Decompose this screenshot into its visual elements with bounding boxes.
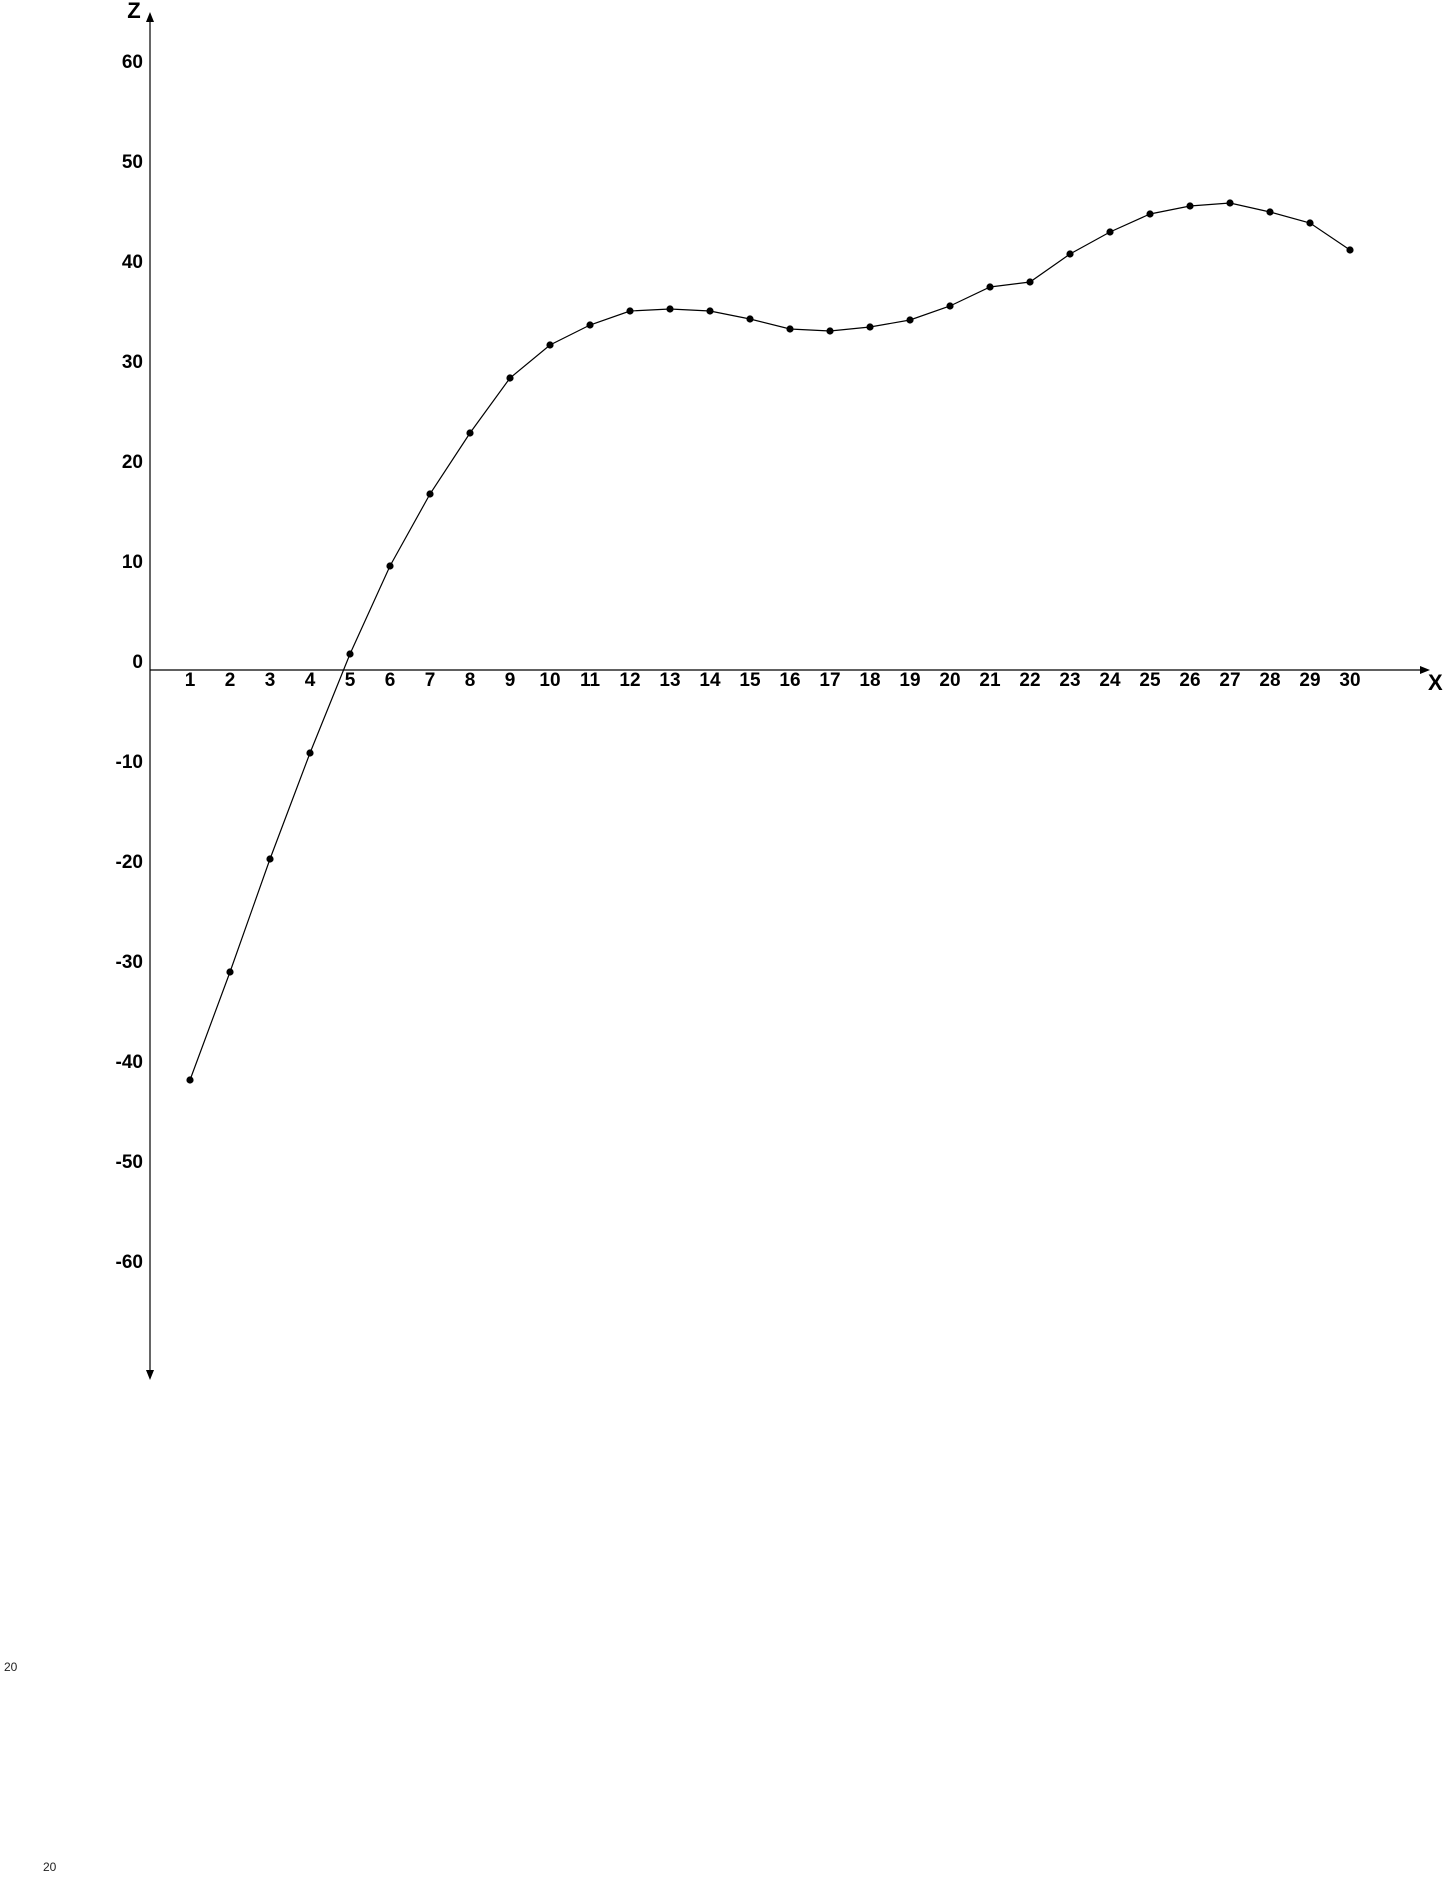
- data-point: [826, 327, 833, 334]
- data-point: [1026, 278, 1033, 285]
- y-tick-label: 50: [122, 152, 143, 173]
- x-tick-label: 22: [1019, 670, 1040, 691]
- data-point: [466, 429, 473, 436]
- data-point: [386, 562, 393, 569]
- x-tick-label: 28: [1259, 670, 1280, 691]
- x-tick-label: 21: [979, 670, 1001, 691]
- x-tick-label: 24: [1099, 670, 1121, 691]
- data-point: [346, 650, 353, 657]
- data-point: [506, 374, 513, 381]
- x-tick-label: 7: [425, 670, 436, 691]
- data-points: [186, 199, 1353, 1083]
- data-point: [186, 1076, 193, 1083]
- y-axis-label: Z: [127, 0, 140, 23]
- series-line: [190, 203, 1350, 1080]
- x-tick-label: 3: [265, 670, 276, 691]
- data-point: [546, 341, 553, 348]
- data-point: [1226, 199, 1233, 206]
- x-tick-label: 19: [899, 670, 920, 691]
- data-point: [306, 749, 313, 756]
- y-tick-label: 60: [122, 52, 143, 73]
- y-tick-label: -20: [116, 852, 143, 873]
- data-point: [1146, 210, 1153, 217]
- x-tick-label: 13: [659, 670, 680, 691]
- y-tick-label: 20: [122, 452, 143, 473]
- x-tick-label: 27: [1219, 670, 1240, 691]
- series-line-path: [190, 203, 1350, 1080]
- left-note: 20: [4, 1660, 17, 1674]
- data-point: [1106, 228, 1113, 235]
- x-tick-label: 10: [539, 670, 560, 691]
- data-point: [226, 968, 233, 975]
- data-point: [426, 490, 433, 497]
- data-point: [946, 302, 953, 309]
- y-tick-label: -40: [116, 1052, 143, 1073]
- data-point: [1266, 208, 1273, 215]
- y-tick-label: -10: [116, 752, 143, 773]
- x-axis-label: X: [1428, 670, 1443, 695]
- y-axis-arrow-top: [146, 12, 154, 22]
- y-axis-arrow-bottom: [146, 1370, 154, 1380]
- data-point: [986, 283, 993, 290]
- data-point: [746, 315, 753, 322]
- y-tick-label: 30: [122, 352, 143, 373]
- x-tick-labels: 1 2 3 4 5 6 7 8 9 10 11 12 13 14 15 16 17 18 19 20 21 22 23 24 2…: [185, 670, 1361, 691]
- x-tick-label: 5: [345, 670, 356, 691]
- x-tick-label: 16: [779, 670, 800, 691]
- x-tick-label: 12: [619, 670, 640, 691]
- y-tick-labels: 60 50 40 30 20 10 0 -10 -20 -30 -40 -50 -60: [116, 52, 143, 1273]
- x-tick-label: 20: [939, 670, 960, 691]
- data-point: [1186, 202, 1193, 209]
- x-tick-label: 23: [1059, 670, 1080, 691]
- data-point: [866, 323, 873, 330]
- y-tick-label: 10: [122, 552, 143, 573]
- x-tick-label: 4: [305, 670, 316, 691]
- x-tick-label: 26: [1179, 670, 1200, 691]
- x-tick-label: 29: [1299, 670, 1320, 691]
- x-tick-label: 8: [465, 670, 476, 691]
- y-tick-label: -60: [116, 1252, 143, 1273]
- x-tick-label: 17: [819, 670, 840, 691]
- data-point: [786, 325, 793, 332]
- data-point: [1306, 219, 1313, 226]
- data-point: [626, 307, 633, 314]
- x-tick-label: 18: [859, 670, 880, 691]
- data-point: [666, 305, 673, 312]
- bottom-note: 20: [43, 1860, 56, 1874]
- data-point: [1346, 246, 1353, 253]
- x-tick-label: 25: [1139, 670, 1161, 691]
- data-point: [906, 316, 913, 323]
- x-tick-label: 2: [225, 670, 236, 691]
- x-tick-label: 1: [185, 670, 196, 691]
- x-tick-label: 9: [505, 670, 516, 691]
- data-point: [706, 307, 713, 314]
- data-point: [266, 855, 273, 862]
- data-point: [586, 321, 593, 328]
- y-tick-label: -30: [116, 952, 143, 973]
- x-tick-label: 15: [739, 670, 761, 691]
- x-tick-label: 11: [580, 670, 601, 691]
- x-tick-label: 6: [385, 670, 396, 691]
- y-tick-label: -50: [116, 1152, 143, 1173]
- y-tick-label: 40: [122, 252, 143, 273]
- x-tick-label: 14: [699, 670, 721, 691]
- data-point: [1066, 250, 1073, 257]
- x-tick-label: 30: [1339, 670, 1360, 691]
- y-tick-label: 0: [132, 652, 143, 673]
